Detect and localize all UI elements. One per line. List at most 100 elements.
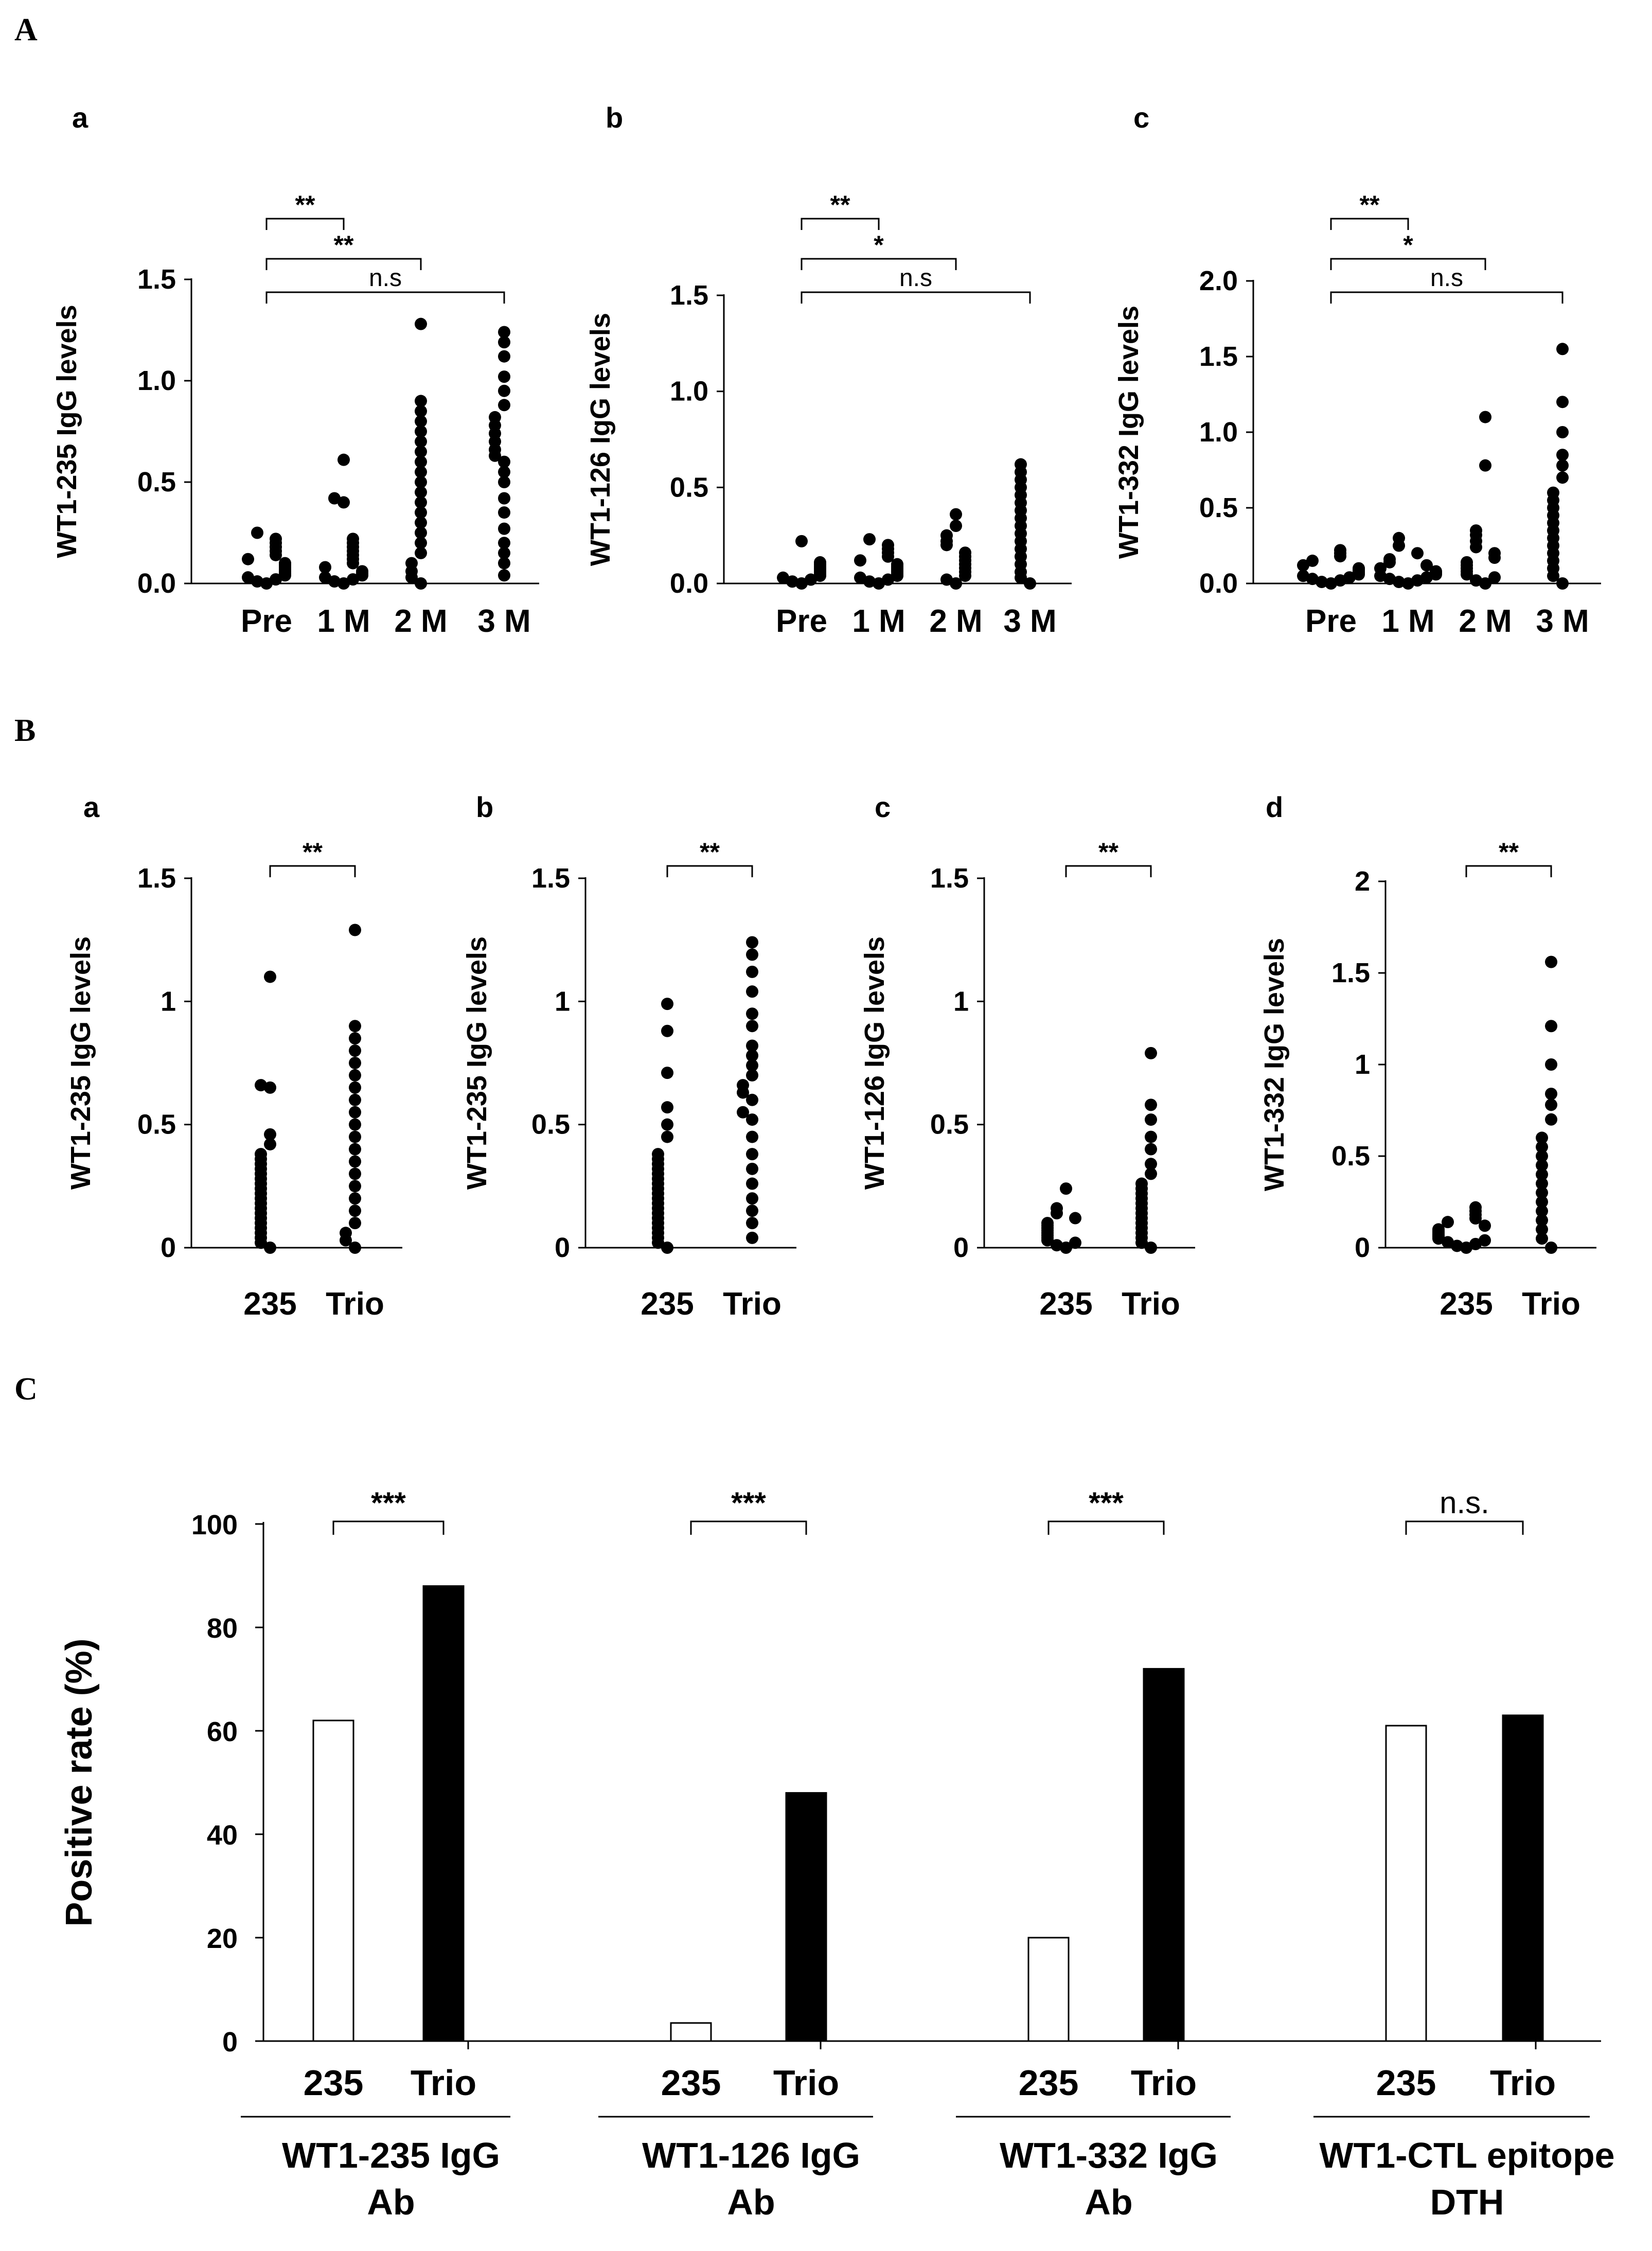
a-c-point-1m: [1420, 571, 1433, 584]
b-c-point-235: [1060, 1182, 1072, 1195]
a-a-significance-bracket: [265, 291, 505, 304]
b-b-category-label: 235: [641, 1286, 694, 1322]
a-a-category-label: 1 M: [317, 604, 370, 639]
a-a-y-axis-label: WT1-235 IgG levels: [51, 305, 82, 558]
a-b-point-2m: [940, 529, 953, 542]
b-b-y-axis-label: WT1-235 IgG levels: [461, 936, 492, 1190]
b-c-point-235: [1060, 1242, 1072, 1254]
b-a-point-trio: [349, 1180, 361, 1193]
a-a-point-1m: [347, 573, 359, 586]
b-b-significance-bracket: [666, 865, 753, 877]
a-a-point-1m: [337, 496, 350, 509]
a-c-point-3m: [1556, 577, 1569, 590]
b-b-point-235: [661, 1242, 673, 1254]
b-d-significance-bracket: [1465, 865, 1552, 877]
a-c-point-2m: [1470, 574, 1482, 587]
a-a-significance-bracket: [265, 218, 345, 230]
b-a-point-trio: [349, 1069, 361, 1082]
a-c-significance-bracket: [1330, 291, 1564, 304]
b-a-point-235: [264, 970, 276, 983]
c-significance-bracket: [1405, 1520, 1524, 1535]
b-a-point-trio: [349, 1143, 361, 1156]
b-a-point-trio: [349, 1032, 361, 1045]
b-d-point-trio: [1536, 1150, 1548, 1162]
b-b-point-trio: [746, 985, 758, 998]
b-d-point-trio: [1545, 1242, 1557, 1254]
c-significance-label: ***: [1089, 1486, 1124, 1520]
b-b-point-trio: [746, 1113, 758, 1126]
a-a-point-3m: [498, 492, 510, 505]
a-b-point-pre: [777, 571, 789, 584]
a-c-y-tick-label: 0.5: [1199, 492, 1238, 523]
a-b-point-pre: [795, 535, 808, 547]
b-d-point-trio: [1536, 1214, 1548, 1227]
a-b-point-pre: [814, 556, 826, 569]
b-c-category-label: Trio: [1122, 1286, 1180, 1322]
a-a-y-tick-label: 0.0: [137, 568, 176, 599]
b-b-point-trio: [746, 1049, 758, 1062]
b-c-point-235: [1051, 1202, 1063, 1215]
a-b-point-3m: [1024, 577, 1036, 590]
a-c-point-2m: [1461, 556, 1473, 569]
a-c-y-tick-label: 1.5: [1199, 341, 1238, 372]
a-a-point-3m: [498, 537, 510, 550]
b-b-point-trio: [746, 1039, 758, 1052]
a-b-category-label: 2 M: [929, 604, 982, 639]
b-a-y-tick-label: 1: [161, 986, 176, 1017]
b-d-point-trio: [1536, 1168, 1548, 1181]
a-a-point-pre: [242, 571, 254, 584]
b-a-point-trio: [340, 1227, 352, 1239]
a-c-y-tick-label: 1.0: [1199, 417, 1238, 448]
b-c-point-235: [1041, 1217, 1054, 1230]
a-b-point-1m: [873, 577, 885, 590]
c-group-subname: Ab: [1085, 2182, 1132, 2222]
b-d-y-axis-label: WT1-332 IgG levels: [1259, 938, 1290, 1191]
a-a-point-1m: [356, 565, 368, 578]
b-a-point-trio: [349, 1167, 361, 1180]
b-c-point-trio: [1145, 1047, 1157, 1059]
b-d-point-trio: [1545, 1113, 1557, 1126]
a-a-category-label: 3 M: [477, 604, 530, 639]
c-significance-label: n.s.: [1440, 1485, 1489, 1520]
b-a-point-235: [255, 1079, 267, 1092]
a-b-significance-bracket: [801, 258, 957, 270]
a-c-point-3m: [1556, 343, 1569, 356]
c-significance-bracket: [1047, 1520, 1165, 1535]
b-c-y-tick-label: 0: [953, 1232, 969, 1263]
a-c-y-tick-label: 0.0: [1199, 568, 1238, 599]
c-bar-235: [312, 1720, 354, 2042]
b-b-point-235: [661, 1024, 673, 1037]
b-b-point-235: [661, 1130, 673, 1143]
b-b-point-235: [661, 1101, 673, 1114]
b-c-significance-bracket: [1065, 865, 1152, 877]
c-significance-bracket: [690, 1520, 807, 1535]
b-b-point-trio: [746, 1148, 758, 1161]
c-category-label: 235: [304, 2063, 364, 2103]
a-a-point-1m: [337, 577, 350, 590]
b-d-point-trio: [1545, 1098, 1557, 1111]
b-b-point-trio: [746, 1217, 758, 1230]
a-c-point-1m: [1411, 547, 1424, 560]
a-c-point-1m: [1420, 559, 1433, 572]
a-a-point-3m: [498, 506, 510, 519]
a-b-point-1m: [882, 539, 894, 552]
b-a-point-trio: [349, 1081, 361, 1094]
a-c-point-2m: [1479, 577, 1491, 590]
b-d-point-trio: [1545, 1020, 1557, 1033]
b-b-significance-label: **: [700, 838, 720, 866]
a-a-panel-letter: a: [72, 101, 88, 134]
a-c-point-1m: [1430, 565, 1442, 578]
a-b-point-1m: [863, 575, 876, 588]
a-a-category-label: 2 M: [394, 604, 447, 639]
c-category-label: Trio: [1131, 2063, 1197, 2103]
a-c-point-2m: [1470, 524, 1482, 537]
b-d-y-tick-label: 0: [1355, 1232, 1370, 1263]
c-y-axis-label: Positive rate (%): [59, 1638, 100, 1926]
b-d-category-label: 235: [1440, 1286, 1493, 1322]
a-a-point-pre: [251, 575, 263, 588]
c-category-label: 235: [1019, 2063, 1079, 2103]
a-c-category-label: 1 M: [1381, 604, 1434, 639]
a-c-point-3m: [1556, 396, 1569, 409]
a-c-point-1m: [1383, 553, 1396, 565]
a-b-point-pre: [786, 575, 798, 588]
